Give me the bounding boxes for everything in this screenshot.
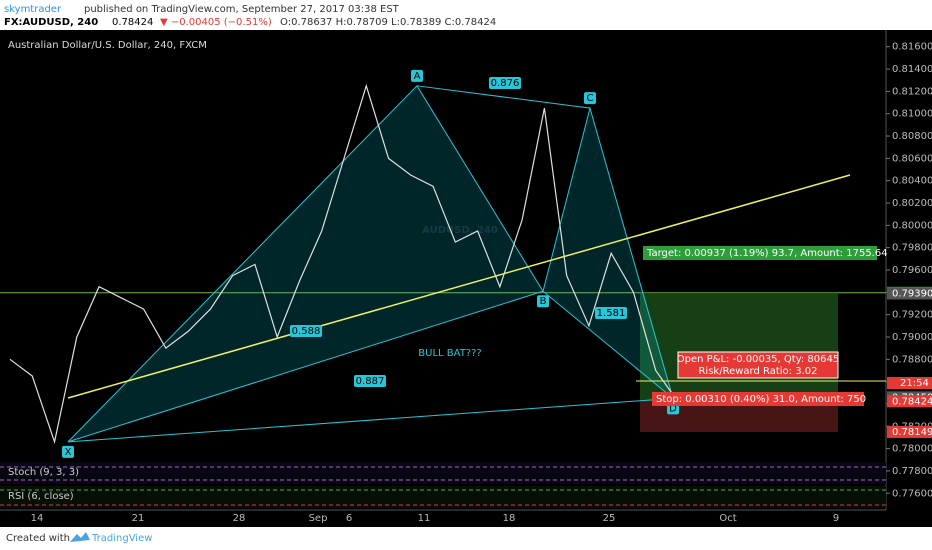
bcd-triangle xyxy=(542,106,674,400)
ac-line xyxy=(416,85,591,109)
published: published on TradingView.com, September … xyxy=(84,4,400,15)
chart-bg xyxy=(0,30,932,527)
ratio-label: 0.887 xyxy=(356,376,385,387)
price-tag xyxy=(887,287,932,300)
y-tick-label: 0.81000 xyxy=(892,109,932,120)
ratio-label: 0.876 xyxy=(491,78,520,89)
last-price: 0.78424 xyxy=(112,17,153,28)
header-bg xyxy=(0,0,932,30)
y-tick-label: 0.78000 xyxy=(892,444,932,455)
stoch-label: Stoch (9, 3, 3) xyxy=(8,467,79,478)
ratio-label: 1.581 xyxy=(597,308,626,319)
pnl-box xyxy=(677,351,839,379)
ohlc: O:0.78637 H:0.78709 L:0.78389 C:0.78424 xyxy=(280,17,496,28)
ratio-badge xyxy=(354,375,386,387)
point-label: A xyxy=(414,71,421,82)
point-badge xyxy=(62,445,74,458)
y-tick-label: 0.77600 xyxy=(892,488,932,499)
y-tick-label: 0.79000 xyxy=(892,332,932,343)
point-label: B xyxy=(540,296,547,307)
stop-text: Stop: 0.00310 (0.40%) 31.0, Amount: 750 xyxy=(656,394,866,405)
footer-bg xyxy=(0,527,932,550)
countdown-tag xyxy=(887,377,932,389)
y-tick-label: 0.77800 xyxy=(892,466,932,477)
price-tag xyxy=(887,425,932,438)
x-tick-label: 11 xyxy=(418,513,431,524)
target-text: Target: 0.00937 (1.19%) 93.7, Amount: 17… xyxy=(646,248,888,259)
x-tick-label: 6 xyxy=(346,513,352,524)
y-tick-label: 0.79800 xyxy=(892,243,932,254)
price-tag xyxy=(887,395,932,408)
price-tag-label: 0.79390 xyxy=(892,288,932,299)
xd-line xyxy=(67,397,674,443)
trendline xyxy=(67,174,851,399)
footer-created: Created with xyxy=(6,533,70,544)
x-tick-label: Oct xyxy=(719,513,736,524)
x-tick-label: 9 xyxy=(833,513,839,524)
x-tick-label: 25 xyxy=(603,513,616,524)
price-line xyxy=(9,83,679,445)
ratio-badge xyxy=(489,77,521,89)
stop-box xyxy=(652,392,864,406)
y-tick-label: 0.81400 xyxy=(892,64,932,75)
tv-logo xyxy=(70,532,90,542)
y-tick-label: 0.80600 xyxy=(892,153,932,164)
ratio-badge xyxy=(595,307,627,319)
y-tick-label: 0.79200 xyxy=(892,310,932,321)
pnl-text: Open P&L: -0.00035, Qty: 80645 xyxy=(677,354,840,365)
point-badge xyxy=(537,295,549,308)
y-tick-label: 0.81600 xyxy=(892,42,932,53)
y-tick-label: 0.80200 xyxy=(892,198,932,209)
author[interactable]: skymtrader xyxy=(4,4,62,15)
ratio-label: 0.588 xyxy=(292,326,321,337)
countdown: 21:54 xyxy=(900,378,929,389)
xab-triangle xyxy=(67,85,544,443)
x-tick-label: 28 xyxy=(233,513,246,524)
symbol: FX:AUDUSD, 240 xyxy=(4,17,98,28)
rsi-pane xyxy=(0,486,886,508)
rr-text: Risk/Reward Ratio: 3.02 xyxy=(698,366,817,377)
point-badge xyxy=(411,69,423,82)
y-tick-label: 0.80800 xyxy=(892,131,932,142)
annotation: BULL BAT??? xyxy=(418,348,481,359)
watermark: AUDUSD, 240 xyxy=(422,225,498,236)
price-tag-label: 0.78424 xyxy=(892,396,932,407)
x-tick-label: Sep xyxy=(309,513,328,524)
y-tick-label: 0.79600 xyxy=(892,265,932,276)
x-tick-label: 14 xyxy=(31,513,44,524)
point-label: C xyxy=(587,93,594,104)
chart-title: Australian Dollar/U.S. Dollar, 240, FXCM xyxy=(8,40,207,51)
x-tick-label: 18 xyxy=(503,513,516,524)
profit-zone xyxy=(640,292,838,402)
change: ▼ −0.00405 (−0.51%) xyxy=(160,17,272,28)
point-label: D xyxy=(669,403,677,414)
y-tick-label: 0.80000 xyxy=(892,220,932,231)
rsi-label: RSI (6, close) xyxy=(8,491,74,502)
stoch-pane xyxy=(0,462,886,484)
target-box xyxy=(643,246,877,260)
y-tick-label: 0.78800 xyxy=(892,354,932,365)
point-badge xyxy=(584,92,596,105)
y-tick-label: 0.80400 xyxy=(892,176,932,187)
x-tick-label: 21 xyxy=(132,513,145,524)
footer-brand[interactable]: TradingView xyxy=(91,533,152,544)
ratio-badge xyxy=(290,325,322,337)
price-tag-label: 0.78149 xyxy=(892,427,932,438)
point-label: X xyxy=(65,447,72,458)
y-tick-label: 0.81200 xyxy=(892,86,932,97)
